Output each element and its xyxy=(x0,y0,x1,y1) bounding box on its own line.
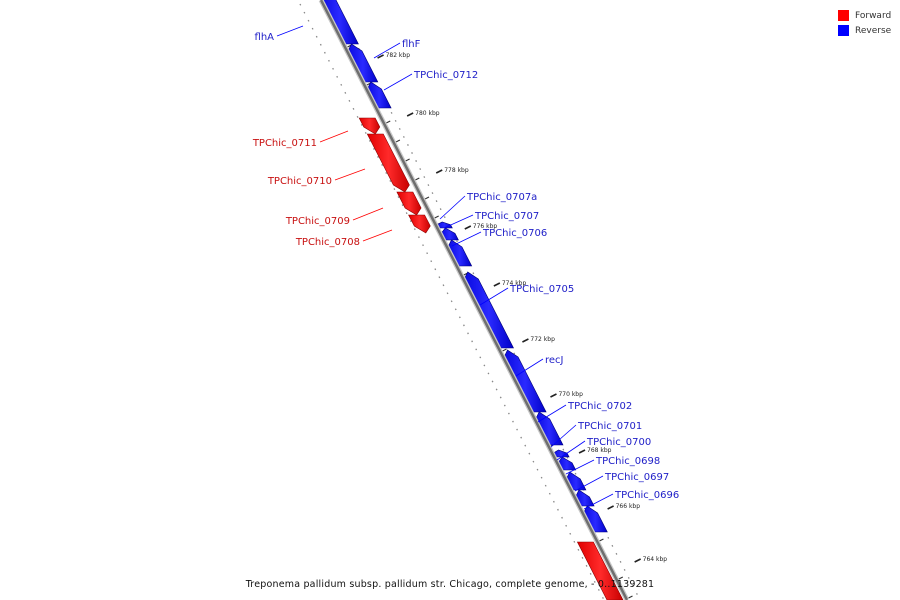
tick-mark xyxy=(607,505,614,510)
tick-mark xyxy=(578,449,586,454)
gene-arrow-tpchic_0709 xyxy=(396,191,422,216)
gene-leader-tpchic_0702 xyxy=(537,404,567,423)
gene-leader-flhf xyxy=(373,42,401,59)
gene-leader-tpchic_0711 xyxy=(319,130,349,143)
genome-backbone xyxy=(319,0,629,600)
gene-label-tpchic_0710: TPChic_0710 xyxy=(267,176,332,187)
gene-leader-flha xyxy=(276,25,304,37)
gene-leader-tpchic_0701 xyxy=(550,424,577,448)
tick-label: 780 kbp xyxy=(415,110,440,117)
tick-marks: 782 kbp 780 kbp 778 kbp 776 kbp 774 kbp 772 k… xyxy=(327,6,668,599)
tick-mark xyxy=(406,112,414,117)
minor-tick xyxy=(395,139,401,143)
gene-leader-tpchic_0696 xyxy=(583,493,614,510)
tick-label: 776 kbp xyxy=(473,223,498,230)
tick-label: 764 kbp xyxy=(643,556,668,563)
gene-label-tpchic_0696: TPChic_0696 xyxy=(614,490,679,501)
legend-label-reverse: Reverse xyxy=(855,25,892,36)
gene-arrow-tpchic_0711 xyxy=(358,117,381,135)
tick-mark xyxy=(435,169,443,174)
gene-label-flha: flhA xyxy=(255,32,275,43)
tick-label: 774 kbp xyxy=(502,280,527,287)
tick-label: 778 kbp xyxy=(444,167,469,174)
tick-label: 766 kbp xyxy=(616,503,641,510)
gene-arrows xyxy=(321,0,624,600)
legend-item-reverse: Reverse xyxy=(838,23,891,38)
gene-leader-tpchic_0706 xyxy=(451,231,482,247)
tick-label: 770 kbp xyxy=(558,391,583,398)
gene-leader-tpchic_0710 xyxy=(334,168,366,181)
genome-caption: Treponema pallidum subsp. pallidum str. … xyxy=(245,579,655,590)
tick-mark xyxy=(550,393,557,398)
minor-tick xyxy=(424,196,430,200)
minor-tick xyxy=(628,595,633,599)
minor-tick xyxy=(385,120,391,124)
reverse-swatch xyxy=(838,25,849,36)
tick-label: 782 kbp xyxy=(386,52,411,59)
gene-label-flhf: flhF xyxy=(402,39,421,50)
gene-label-tpchic_0712: TPChic_0712 xyxy=(413,70,478,81)
gene-labels: flhA flhF TPChic_0712 TPChic_0711 TPChic_071… xyxy=(252,25,679,510)
gene-leader-tpchic_0709 xyxy=(352,207,384,221)
gene-leader-recj xyxy=(515,358,544,377)
gene-label-recj: recJ xyxy=(545,355,564,366)
gene-label-tpchic_0702: TPChic_0702 xyxy=(567,401,632,412)
minor-tick xyxy=(502,348,507,352)
gene-label-tpchic_0697: TPChic_0697 xyxy=(604,472,669,483)
gene-leader-tpchic_0707a xyxy=(439,195,466,220)
gene-label-tpchic_0698: TPChic_0698 xyxy=(595,456,660,467)
gene-arrow-tpchic_0710 xyxy=(366,133,410,193)
gene-leader-tpchic_0708 xyxy=(362,229,393,242)
minor-tick xyxy=(599,538,604,542)
gene-leader-tpchic_0707 xyxy=(443,214,474,229)
tick-mark xyxy=(634,558,641,563)
gene-leader-tpchic_0698 xyxy=(565,459,595,475)
tick-mark xyxy=(493,282,501,287)
tick-mark xyxy=(377,54,384,59)
forward-swatch xyxy=(838,10,849,21)
gene-label-tpchic_0701: TPChic_0701 xyxy=(577,421,642,432)
outer-dotted-guide xyxy=(299,3,605,600)
legend-label-forward: Forward xyxy=(855,10,892,21)
gene-label-tpchic_0709: TPChic_0709 xyxy=(285,216,350,227)
minor-tick xyxy=(618,576,624,580)
gene-leader-tpchic_0700 xyxy=(556,440,586,461)
minor-tick xyxy=(405,158,410,162)
gene-leader-tpchic_0712 xyxy=(383,73,413,91)
gene-label-tpchic_0707a: TPChic_0707a xyxy=(466,192,537,203)
minor-tick xyxy=(415,177,420,181)
legend: Forward Reverse xyxy=(838,8,891,38)
gene-label-tpchic_0711: TPChic_0711 xyxy=(252,138,317,149)
gene-label-tpchic_0707: TPChic_0707 xyxy=(474,211,539,222)
legend-item-forward: Forward xyxy=(838,8,891,23)
gene-label-tpchic_0706: TPChic_0706 xyxy=(482,228,547,239)
tick-mark xyxy=(464,225,472,230)
gene-leader-tpchic_0705 xyxy=(479,287,509,306)
gene-arrow-trailing-forward xyxy=(576,541,624,600)
tick-mark xyxy=(522,338,529,343)
minor-tick xyxy=(434,215,439,219)
tick-label: 772 kbp xyxy=(530,336,555,343)
gene-leader-tpchic_0697 xyxy=(574,475,604,492)
gene-label-tpchic_0700: TPChic_0700 xyxy=(586,437,651,448)
tick-label: 768 kbp xyxy=(587,447,612,454)
gene-label-tpchic_0705: TPChic_0705 xyxy=(509,284,574,295)
gene-arrow-tpchic_0708 xyxy=(408,214,431,234)
gene-label-tpchic_0708: TPChic_0708 xyxy=(295,237,360,248)
